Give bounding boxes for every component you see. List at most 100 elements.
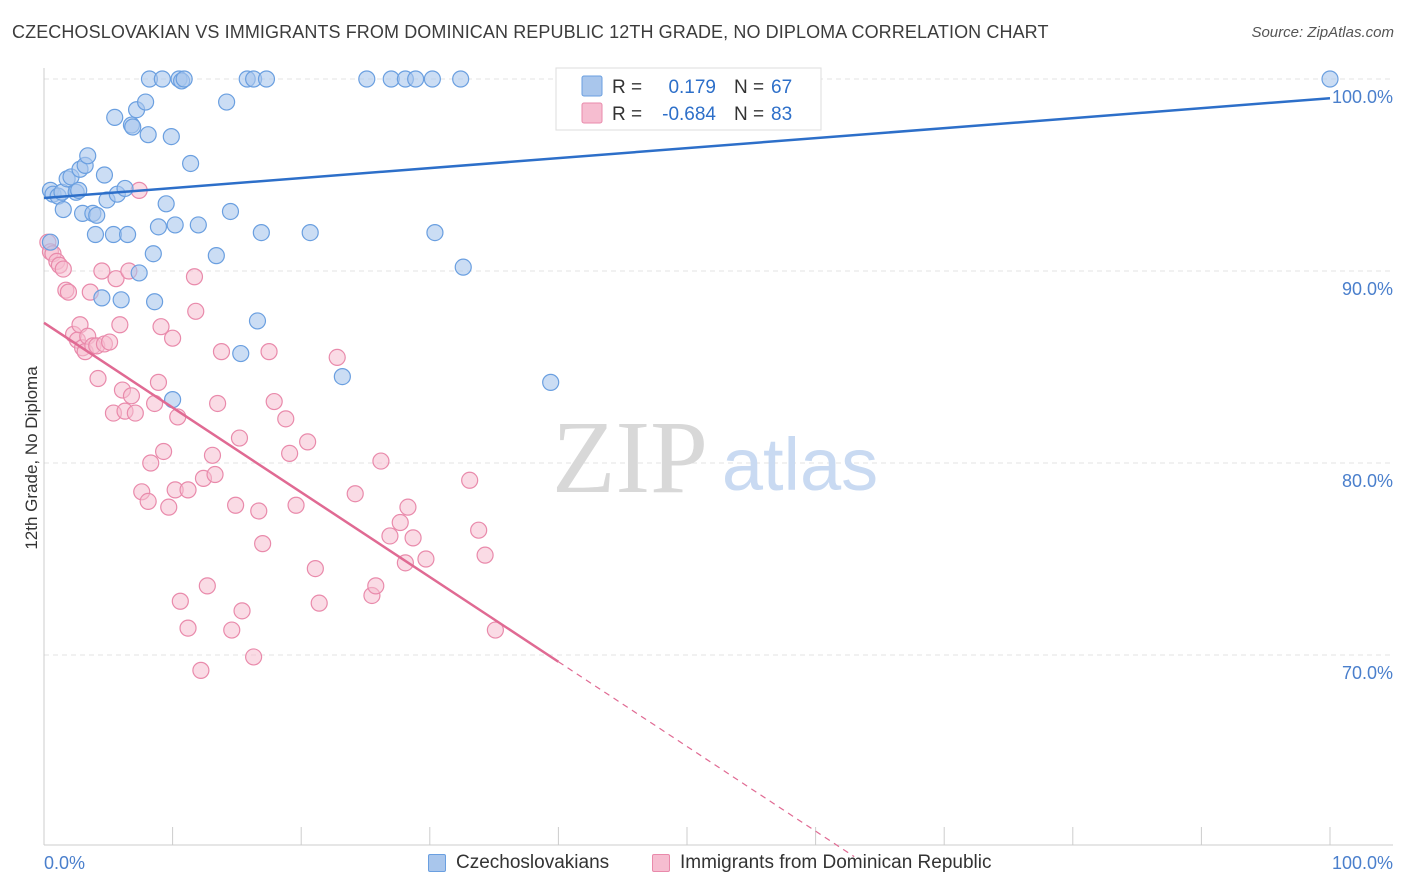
czechoslovakian-point-38 <box>162 128 180 146</box>
dominican-point-36 <box>154 442 173 461</box>
czechoslovakian-point-2 <box>41 233 60 251</box>
legend-item-czechoslovakians: Czechoslovakians <box>428 852 609 874</box>
dominican-point-69 <box>346 485 364 503</box>
correlation-legend: R = 0.179 N = 67 R = -0.684 N = 83 <box>555 67 822 131</box>
czechoslovakian-point-60 <box>407 70 425 88</box>
dominican-point-20 <box>100 333 119 351</box>
czechoslovakian-point-23 <box>112 291 130 309</box>
czechoslovakian-point-43 <box>175 70 193 88</box>
dominican-point-81 <box>476 546 494 564</box>
legend-swatch-dominican <box>652 854 670 872</box>
czechoslovakian-point-63 <box>452 70 470 88</box>
legend-n-label-0: N = <box>734 77 764 98</box>
czechoslovakian-point-46 <box>207 247 225 265</box>
dominican-point-34 <box>149 373 168 391</box>
dominican-point-71 <box>367 577 385 595</box>
dominican-point-55 <box>230 429 249 447</box>
x-tick-label-min: 0.0% <box>44 853 85 873</box>
dominican-point-53 <box>223 621 241 639</box>
czechoslovakian-point-66 <box>1321 70 1339 88</box>
czechoslovakian-point-62 <box>426 224 444 242</box>
czechoslovakian-point-29 <box>130 264 148 282</box>
trend-lines <box>43 96 1331 858</box>
czechoslovakian-point-57 <box>358 70 376 88</box>
dominican-point-28 <box>126 404 144 422</box>
dominican-point-52 <box>212 343 231 361</box>
dominican-point-35 <box>152 318 170 336</box>
legend-n-value-1: 83 <box>771 104 792 125</box>
czechoslovakian-point-24 <box>116 179 134 198</box>
legend-r-label-0: R = <box>612 77 642 98</box>
czechoslovakian-point-16 <box>86 225 105 244</box>
dominican-point-23 <box>111 316 129 334</box>
y-tick-label-100: 100.0% <box>1332 87 1393 107</box>
czechoslovakian-point-54 <box>257 70 276 88</box>
dominican-point-57 <box>245 648 263 666</box>
dominican-point-65 <box>299 433 317 451</box>
y-tick-label-90: 90.0% <box>1342 279 1393 299</box>
y-tick-label-80: 80.0% <box>1342 471 1393 491</box>
source-label: Source: ZipAtlas.com <box>1251 24 1394 41</box>
watermark-atlas: atlas <box>722 423 878 506</box>
dominican-point-68 <box>328 348 346 366</box>
czechoslovakian-point-61 <box>423 70 441 88</box>
dominican-point-43 <box>179 481 197 499</box>
legend-label-dominican: Immigrants from Dominican Republic <box>680 852 992 873</box>
legend-r-label-1: R = <box>612 104 642 125</box>
series-dominican-points <box>39 181 504 679</box>
dominican-point-33 <box>145 394 164 413</box>
dominican-point-80 <box>470 521 488 539</box>
dominican-point-77 <box>404 529 422 547</box>
czechoslovakian-point-37 <box>157 195 175 213</box>
czechoslovakian-point-44 <box>182 154 200 173</box>
czechoslovakian-point-45 <box>189 216 207 234</box>
czechoslovakian-point-56 <box>333 368 351 386</box>
dominican-point-76 <box>399 498 417 516</box>
dominican-point-45 <box>187 302 205 320</box>
dominican-point-78 <box>417 550 435 568</box>
dominican-point-49 <box>203 446 222 464</box>
czechoslovakian-point-36 <box>153 70 171 88</box>
legend-item-dominican: Immigrants from Dominican Republic <box>652 852 992 874</box>
czechoslovakian-point-48 <box>221 202 240 221</box>
legend-label-czechoslovakians: Czechoslovakians <box>456 852 610 873</box>
dominican-point-42 <box>179 619 197 637</box>
dominican-point-74 <box>391 513 409 532</box>
legend-swatch-pink <box>581 102 603 124</box>
legend-r-value-1: -0.684 <box>662 104 716 125</box>
czechoslovakian-point-53 <box>252 224 270 242</box>
czechoslovakian-point-64 <box>454 258 472 276</box>
dominican-point-50 <box>206 465 224 484</box>
grid-lines <box>44 78 1393 656</box>
dominican-point-7 <box>59 283 78 301</box>
legend-swatch-blue <box>581 75 603 97</box>
dominican-point-51 <box>209 394 227 413</box>
dominican-point-46 <box>192 661 210 679</box>
dominican-point-73 <box>381 527 399 545</box>
dominican-point-62 <box>277 410 295 428</box>
tick-labels: 70.0% 80.0% 90.0% 100.0% 0.0% 100.0% <box>44 87 1393 873</box>
legend-swatch-czechoslovakians <box>428 854 446 872</box>
dominican-point-72 <box>372 452 390 470</box>
czechoslovakian-point-12 <box>79 147 97 165</box>
czechoslovakian-point-35 <box>149 218 168 236</box>
dominican-point-64 <box>287 496 305 514</box>
y-tick-label-70: 70.0% <box>1342 663 1393 683</box>
dominican-point-67 <box>310 594 328 612</box>
czechoslovakian-point-55 <box>301 224 319 242</box>
czechoslovakian-point-65 <box>542 373 560 391</box>
czechoslovakian-point-33 <box>144 245 162 263</box>
dominican-point-18 <box>93 262 111 280</box>
dominican-point-56 <box>233 602 251 620</box>
czechoslovakian-trend-solid <box>43 96 1331 200</box>
czechoslovakian-point-27 <box>124 118 142 136</box>
dominican-point-61 <box>265 392 283 411</box>
dominican-point-37 <box>160 498 178 516</box>
dominican-point-38 <box>164 329 182 347</box>
x-tick-label-max: 100.0% <box>1332 853 1393 873</box>
czechoslovakian-point-6 <box>54 200 72 219</box>
dominican-point-79 <box>461 471 479 489</box>
dominican-point-22 <box>107 270 125 288</box>
series-legend: Czechoslovakians Immigrants from Dominic… <box>0 850 1406 878</box>
